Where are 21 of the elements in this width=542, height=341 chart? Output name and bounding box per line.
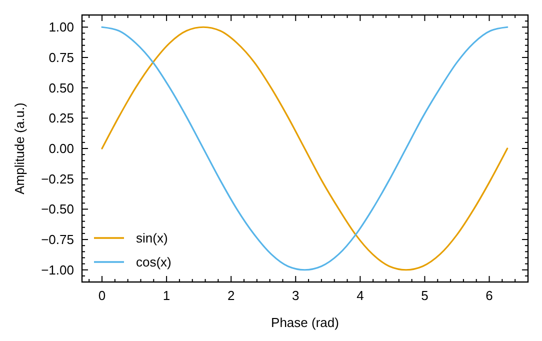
x-tick-label: 4 xyxy=(356,288,364,303)
y-tick-label: 0.50 xyxy=(48,80,74,96)
y-tick-label: 1.00 xyxy=(48,20,74,35)
x-tick-label: 6 xyxy=(486,288,493,303)
legend-label: cos(x) xyxy=(136,254,172,270)
y-tick-label: 0.00 xyxy=(48,141,74,156)
x-tick-label: 0 xyxy=(98,288,106,303)
y-tick-label: −0.50 xyxy=(41,202,74,217)
y-tick-label: 0.25 xyxy=(48,110,74,126)
y-tick-label: −1.00 xyxy=(41,262,74,278)
x-tick-label: 2 xyxy=(227,288,235,303)
x-tick-label: 5 xyxy=(421,288,428,303)
x-tick-label: 1 xyxy=(162,288,170,303)
x-axis-title: Phase (rad) xyxy=(271,315,339,330)
line-series xyxy=(101,26,508,271)
y-tick-label: −0.25 xyxy=(41,171,74,186)
legend-label: sin(x) xyxy=(136,230,168,246)
y-axis-title: Amplitude (a.u.) xyxy=(12,102,27,194)
x-tick-label: 3 xyxy=(292,288,300,303)
y-tick-label: −0.75 xyxy=(41,232,74,248)
y-tick-label: 0.75 xyxy=(48,50,74,65)
